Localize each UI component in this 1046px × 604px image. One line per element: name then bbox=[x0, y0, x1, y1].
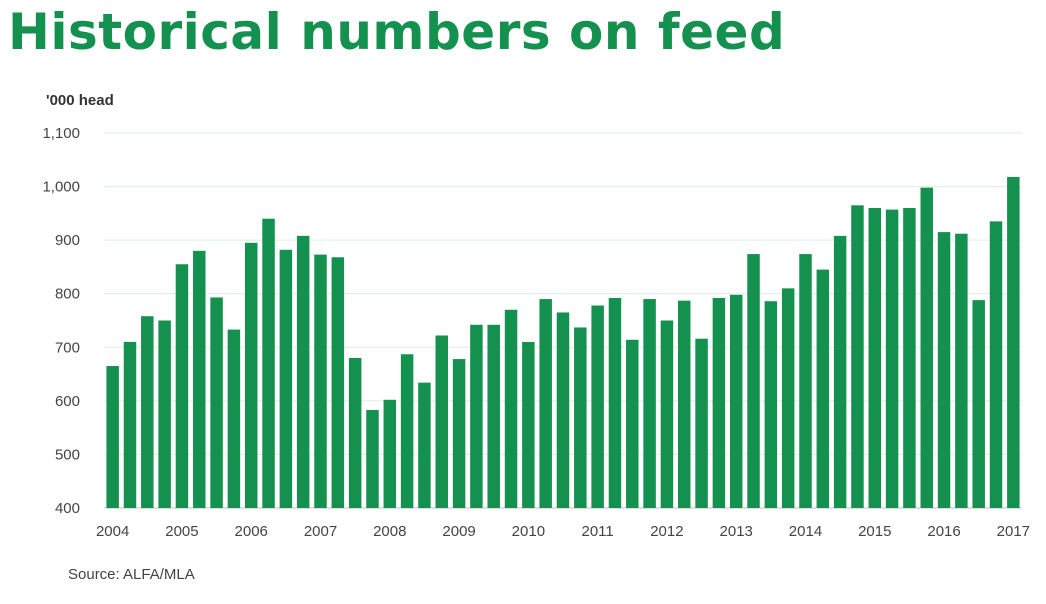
y-axis-unit-label: '000 head bbox=[46, 92, 114, 109]
bar bbox=[851, 205, 864, 508]
source-note: Source: ALFA/MLA bbox=[68, 566, 195, 583]
bar bbox=[435, 335, 448, 508]
bar bbox=[695, 338, 708, 508]
bar bbox=[279, 249, 293, 509]
bar bbox=[885, 209, 899, 509]
x-axis-ticks: 2004 2005 2006 2007 2008 2009 2010 2011 2012 2013… bbox=[96, 523, 1030, 540]
x-tick-label: 2010 bbox=[512, 523, 545, 540]
x-tick-label: 2011 bbox=[582, 523, 614, 540]
y-tick-label: 700 bbox=[55, 339, 80, 356]
chart-title: Historical numbers on feed bbox=[8, 3, 786, 61]
y-tick-label: 500 bbox=[55, 446, 80, 463]
bar bbox=[106, 366, 119, 508]
y-tick-label: 900 bbox=[55, 232, 80, 249]
bar bbox=[920, 187, 933, 508]
x-tick-label: 2006 bbox=[235, 523, 268, 540]
bar bbox=[210, 297, 223, 508]
x-tick-label: 2004 bbox=[96, 523, 129, 540]
bar bbox=[781, 288, 795, 508]
x-tick-label: 2014 bbox=[789, 523, 822, 540]
bar bbox=[296, 235, 310, 509]
bar bbox=[227, 329, 241, 508]
bar bbox=[712, 298, 726, 508]
bar bbox=[487, 324, 500, 508]
y-tick-label: 1,100 bbox=[42, 125, 80, 142]
bar bbox=[868, 208, 882, 508]
bar bbox=[470, 324, 483, 508]
bar bbox=[418, 382, 431, 508]
bar bbox=[729, 294, 743, 508]
bar bbox=[816, 269, 830, 508]
bar bbox=[314, 254, 327, 508]
bar bbox=[591, 305, 604, 508]
bar bbox=[764, 301, 778, 508]
bars bbox=[106, 176, 1020, 509]
bar bbox=[504, 309, 518, 508]
bar bbox=[660, 320, 674, 508]
bar bbox=[1007, 176, 1020, 508]
bar bbox=[400, 354, 414, 508]
x-tick-label: 2016 bbox=[927, 523, 960, 540]
bar bbox=[262, 218, 275, 508]
bar bbox=[643, 299, 656, 508]
bar bbox=[366, 409, 379, 508]
bar bbox=[193, 250, 206, 509]
bar bbox=[678, 300, 691, 508]
bar bbox=[175, 264, 189, 508]
bar bbox=[244, 242, 258, 508]
y-tick-label: 400 bbox=[55, 500, 80, 517]
bar bbox=[331, 257, 345, 508]
y-tick-label: 800 bbox=[55, 286, 80, 303]
bar bbox=[539, 299, 552, 508]
x-tick-label: 2007 bbox=[304, 523, 337, 540]
bar bbox=[556, 312, 570, 508]
bar bbox=[348, 358, 362, 508]
bar bbox=[799, 254, 812, 508]
bar bbox=[972, 300, 985, 508]
bar bbox=[141, 316, 154, 508]
bar bbox=[833, 235, 847, 509]
x-tick-label: 2008 bbox=[373, 523, 406, 540]
bar bbox=[989, 221, 1003, 508]
bar bbox=[747, 254, 760, 508]
x-tick-label: 2015 bbox=[858, 523, 891, 540]
bar bbox=[123, 341, 137, 508]
bar bbox=[158, 320, 171, 508]
x-tick-label: 2012 bbox=[650, 523, 683, 540]
x-tick-label: 2017 bbox=[997, 523, 1030, 540]
bar bbox=[937, 232, 951, 509]
x-tick-label: 2005 bbox=[165, 523, 198, 540]
x-tick-label: 2013 bbox=[720, 523, 753, 540]
y-tick-label: 600 bbox=[55, 393, 80, 410]
bar bbox=[574, 327, 587, 508]
y-tick-label: 1,000 bbox=[42, 179, 80, 196]
y-axis-ticks: 400 500 600 700 800 900 1,000 1,100 bbox=[42, 125, 80, 517]
bar bbox=[452, 359, 466, 508]
bar bbox=[608, 298, 622, 508]
x-tick-label: 2009 bbox=[442, 523, 475, 540]
bar bbox=[903, 208, 916, 508]
bar bbox=[626, 339, 639, 508]
bar bbox=[383, 399, 397, 508]
bar bbox=[522, 341, 535, 508]
bar bbox=[955, 233, 968, 508]
